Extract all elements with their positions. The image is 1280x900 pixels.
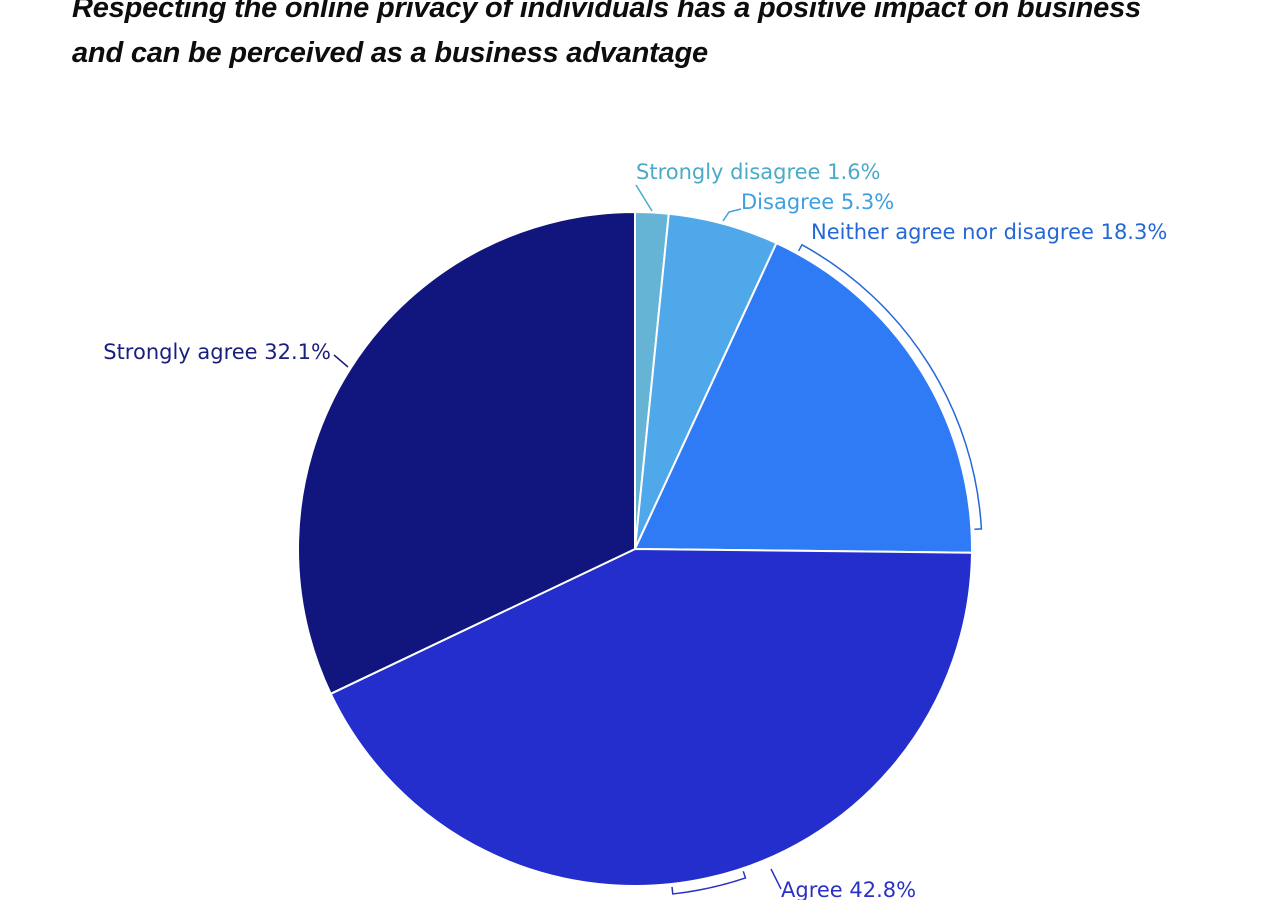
chart-title: Respecting the online privacy of individ… [72, 0, 1252, 76]
slice-leader-line [333, 354, 349, 368]
slice-leader-line [722, 208, 742, 222]
slice-label: Strongly disagree 1.6% [636, 160, 881, 184]
slice-leader-line [635, 184, 653, 212]
slice-bracket [671, 871, 747, 895]
slice-label: Agree 42.8% [781, 878, 916, 900]
pie-slice-agree[interactable] [329, 548, 973, 887]
chart-title-line-2: and can be perceived as a business advan… [72, 37, 708, 69]
chart-title-line-1: Respecting the online privacy of individ… [72, 0, 1141, 24]
slice-label: Neither agree nor disagree 18.3% [811, 220, 1167, 244]
pie-slice-strongly-agree[interactable] [297, 211, 636, 695]
pie-labels: Strongly disagree 1.6% Disagree 5.3% Neith… [103, 160, 1167, 900]
pie-slice-neither-agree-nor-disagree[interactable] [634, 242, 973, 554]
slice-bracket [797, 243, 983, 531]
slice-label: Disagree 5.3% [741, 190, 894, 214]
slice-label: Strongly agree 32.1% [103, 340, 331, 364]
slice-leader-line [770, 868, 782, 890]
